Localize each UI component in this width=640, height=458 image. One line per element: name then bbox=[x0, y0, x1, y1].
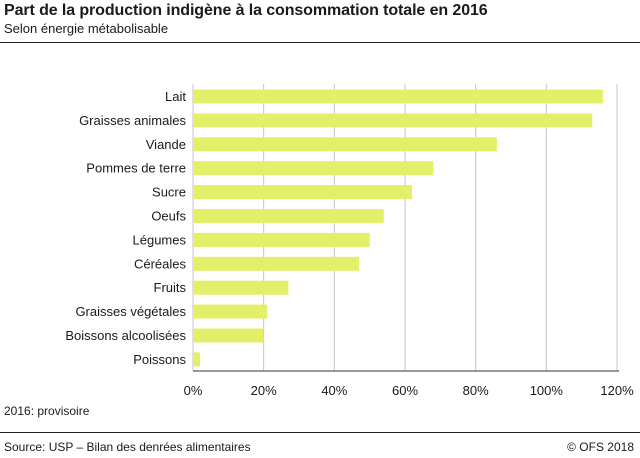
bar bbox=[193, 113, 593, 128]
x-tick-label: 80% bbox=[463, 383, 489, 398]
bar bbox=[193, 185, 413, 200]
x-tick-label: 40% bbox=[321, 383, 347, 398]
x-tick-label: 120% bbox=[600, 383, 634, 398]
footer-rule bbox=[0, 432, 640, 433]
credit-text: © OFS 2018 bbox=[567, 440, 634, 454]
category-label: Lait bbox=[165, 89, 186, 104]
bar bbox=[193, 256, 360, 271]
x-tick-label: 60% bbox=[392, 383, 418, 398]
bar bbox=[193, 328, 264, 343]
x-tick-label: 20% bbox=[251, 383, 277, 398]
bar bbox=[193, 209, 384, 223]
header-rule bbox=[0, 42, 640, 43]
category-labels: Lait Graisses animales Viande Pommes de ter… bbox=[65, 89, 186, 367]
category-label: Oeufs bbox=[151, 209, 186, 224]
category-label: Poissons bbox=[133, 352, 186, 367]
category-label: Fruits bbox=[154, 280, 187, 295]
category-label: Boissons alcoolisées bbox=[65, 328, 186, 343]
gridlines bbox=[192, 84, 618, 371]
bar bbox=[193, 89, 603, 104]
category-label: Sucre bbox=[152, 185, 186, 200]
bar bbox=[193, 161, 434, 176]
category-label: Céréales bbox=[134, 256, 187, 271]
category-label: Légumes bbox=[133, 232, 187, 247]
bar bbox=[193, 304, 268, 319]
bar bbox=[193, 137, 497, 152]
chart-title: Part de la production indigène à la cons… bbox=[4, 2, 488, 19]
bar bbox=[193, 280, 289, 295]
bar bbox=[193, 232, 370, 247]
x-tick-label: 100% bbox=[530, 383, 564, 398]
category-label: Graisses végétales bbox=[75, 304, 186, 319]
bars bbox=[193, 89, 603, 367]
footnote: 2016: provisoire bbox=[4, 404, 90, 418]
category-label: Graisses animales bbox=[79, 113, 186, 128]
source-text: Source: USP – Bilan des denrées alimenta… bbox=[4, 440, 251, 454]
chart-subtitle: Selon énergie métabolisable bbox=[4, 21, 169, 36]
category-label: Pommes de terre bbox=[86, 161, 186, 176]
x-tick-label: 0% bbox=[184, 383, 203, 398]
x-tick-labels: 0% 20% 40% 60% 80% 100% 120% bbox=[184, 383, 634, 398]
category-label: Viande bbox=[146, 137, 186, 152]
bar bbox=[193, 352, 201, 367]
